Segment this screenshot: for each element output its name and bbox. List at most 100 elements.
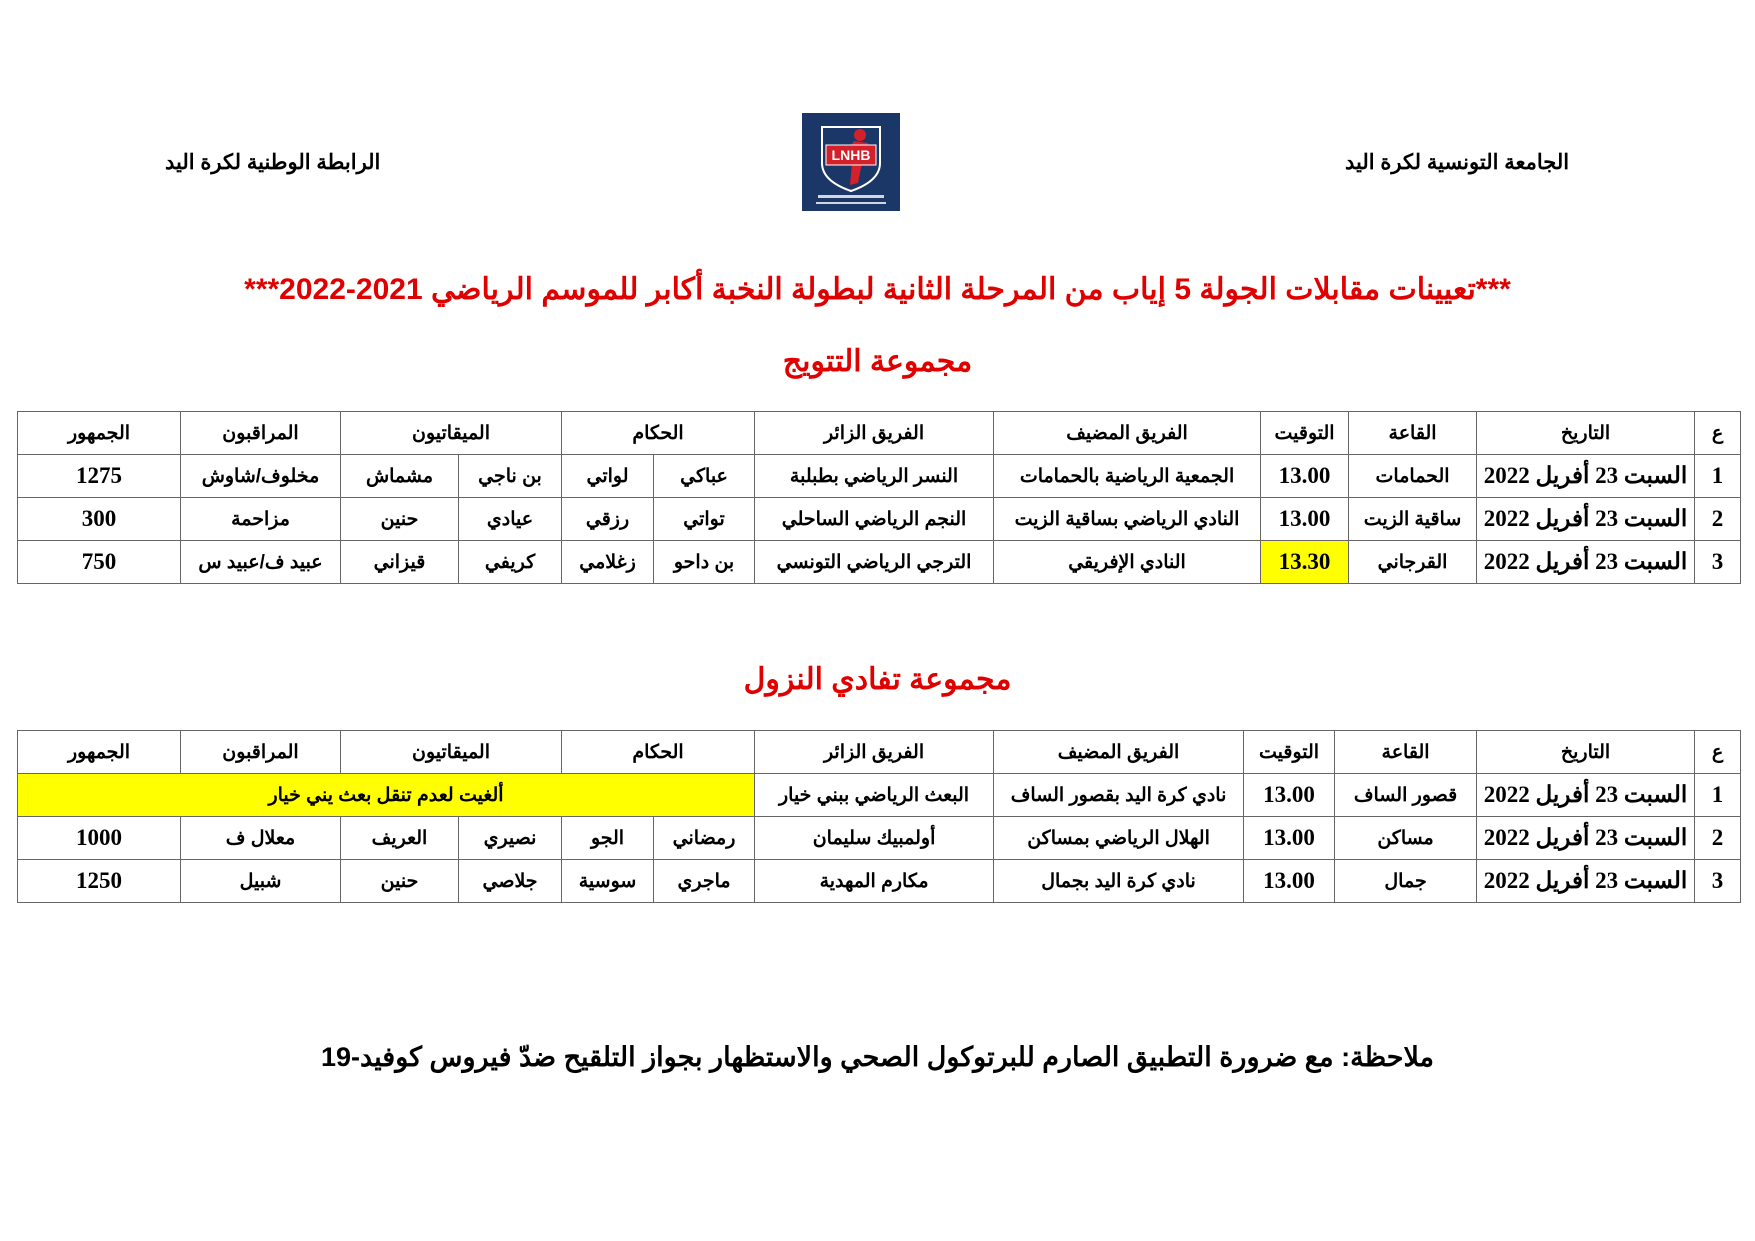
cell-hall: ساقية الزيت [1348, 497, 1478, 541]
cell-observers: مخلوف/شاوش [180, 454, 341, 498]
cell-tk1: كريفي [458, 540, 563, 584]
col-time: التوقيت [1243, 730, 1336, 774]
col-timekeepers: الميقاتيون [339, 411, 563, 455]
cell-tk2: مشماش [339, 454, 460, 498]
col-time: التوقيت [1260, 411, 1350, 455]
lnhb-logo: LNHB [802, 113, 900, 211]
cell-tk1: جلاصي [458, 859, 563, 903]
cell-n: 2 [1694, 497, 1742, 541]
cell-public: 750 [17, 540, 181, 584]
cell-ref1: بن داحو [653, 540, 756, 584]
group-title-1: مجموعة التتويج [782, 345, 973, 378]
table-row: 3 السبت 23 أفريل 2022 جمال 13.00 نادي كرة ال… [17, 859, 1742, 903]
cell-host: النادي الرياضي بساقية الزيت [993, 497, 1262, 541]
cell-n: 3 [1694, 540, 1742, 584]
table-row: 3 السبت 23 أفريل 2022 القرجاني 13.30 النادي … [17, 540, 1742, 584]
col-public: الجمهور [17, 730, 181, 774]
cell-date: السبت 23 أفريل 2022 [1476, 540, 1696, 584]
group-title-2: مجموعة تفادي النزول [743, 663, 1012, 696]
col-observers: المراقبون [180, 411, 341, 455]
col-n: ع [1694, 411, 1742, 455]
cell-tk2: العريف [339, 816, 460, 860]
note: ملاحظة: مع ضرورة التطبيق الصارم للبرتوكو… [320, 1042, 1435, 1072]
cell-time: 13.00 [1243, 773, 1336, 817]
table-row: 1 السبت 23 أفريل 2022 الحمامات 13.00 الجمعية… [17, 454, 1742, 498]
cell-visitor: النسر الرياضي بطبلبة [754, 454, 995, 498]
cell-public: 1250 [17, 859, 181, 903]
schedule-table-1: ع التاريخ القاعة التوقيت الفريق المضيف ا… [17, 411, 1742, 584]
cell-hall: جمال [1334, 859, 1478, 903]
cell-date: السبت 23 أفريل 2022 [1476, 497, 1696, 541]
col-host: الفريق المضيف [993, 730, 1245, 774]
table-row: 2 السبت 23 أفريل 2022 ساقية الزيت 13.00 النا… [17, 497, 1742, 541]
cell-observers: عبيد ف/عبيد س [180, 540, 341, 584]
col-n: ع [1694, 730, 1742, 774]
col-hall: القاعة [1348, 411, 1478, 455]
cell-ref2: رزقي [561, 497, 655, 541]
col-timekeepers: الميقاتيون [339, 730, 563, 774]
col-referees: الحكام [561, 411, 756, 455]
cell-hall: قصور الساف [1334, 773, 1478, 817]
cell-host: الهلال الرياضي بمساكن [993, 816, 1245, 860]
cell-time: 13.00 [1260, 454, 1350, 498]
cell-date: السبت 23 أفريل 2022 [1476, 454, 1696, 498]
col-date: التاريخ [1476, 730, 1696, 774]
cell-n: 1 [1694, 454, 1742, 498]
cell-time: 13.00 [1260, 497, 1350, 541]
cell-tk1: نصيري [458, 816, 563, 860]
cell-tk2: قيزاني [339, 540, 460, 584]
col-host: الفريق المضيف [993, 411, 1262, 455]
col-observers: المراقبون [180, 730, 341, 774]
cell-time: 13.00 [1243, 816, 1336, 860]
col-visitor: الفريق الزائر [754, 411, 995, 455]
cell-tk2: حنين [339, 497, 460, 541]
table-row: 2 السبت 23 أفريل 2022 مساكن 13.00 الهلال الر… [17, 816, 1742, 860]
cell-host: النادي الإفريقي [993, 540, 1262, 584]
cell-ref2: سوسية [561, 859, 655, 903]
cell-n: 3 [1694, 859, 1742, 903]
cell-visitor: أولمبيك سليمان [754, 816, 995, 860]
cell-ref1: ماجري [653, 859, 756, 903]
cell-public: 300 [17, 497, 181, 541]
cell-visitor: مكارم المهدية [754, 859, 995, 903]
cell-public: 1000 [17, 816, 181, 860]
svg-text:LNHB: LNHB [832, 147, 871, 163]
cell-public: 1275 [17, 454, 181, 498]
col-referees: الحكام [561, 730, 756, 774]
cell-tk1: بن ناجي [458, 454, 563, 498]
cell-n: 1 [1694, 773, 1742, 817]
cell-hall: الحمامات [1348, 454, 1478, 498]
cell-n: 2 [1694, 816, 1742, 860]
cell-ref2: زغلامي [561, 540, 655, 584]
cell-date: السبت 23 أفريل 2022 [1476, 816, 1696, 860]
cell-ref1: رمضاني [653, 816, 756, 860]
schedule-table-2: ع التاريخ القاعة التوقيت الفريق المضيف ا… [16, 730, 1742, 903]
cell-hall: القرجاني [1348, 540, 1478, 584]
federation-name: الجامعة التونسية لكرة اليد [1345, 151, 1570, 174]
col-date: التاريخ [1476, 411, 1696, 455]
cell-host: نادي كرة اليد بقصور الساف [993, 773, 1245, 817]
col-visitor: الفريق الزائر [754, 730, 995, 774]
col-hall: القاعة [1334, 730, 1478, 774]
cell-host: نادي كرة اليد بجمال [993, 859, 1245, 903]
cell-observers: شبيل [180, 859, 341, 903]
cell-host: الجمعية الرياضية بالحمامات [993, 454, 1262, 498]
cell-visitor: البعث الرياضي ببني خيار [754, 773, 995, 817]
table-row: 1 السبت 23 أفريل 2022 قصور الساف 13.00 نادي … [16, 773, 1742, 817]
table-header: ع التاريخ القاعة التوقيت الفريق المضيف ا… [17, 411, 1742, 455]
cell-visitor: النجم الرياضي الساحلي [754, 497, 995, 541]
cell-date: السبت 23 أفريل 2022 [1476, 859, 1696, 903]
document-title: ***تعيينات مقابلات الجولة 5 إياب من المر… [244, 273, 1511, 306]
cell-ref2: الجو [561, 816, 655, 860]
cell-visitor: الترجي الرياضي التونسي [754, 540, 995, 584]
cell-ref1: عباكي [653, 454, 756, 498]
cell-hall: مساكن [1334, 816, 1478, 860]
cell-ref2: لواتي [561, 454, 655, 498]
table-header: ع التاريخ القاعة التوقيت الفريق المضيف ا… [17, 730, 1742, 774]
cell-time: 13.00 [1243, 859, 1336, 903]
league-name: الرابطة الوطنية لكرة اليد [165, 151, 381, 174]
cancelled-note: ألغيت لعدم تنقل بعث يني خيار [16, 773, 756, 817]
cell-date: السبت 23 أفريل 2022 [1476, 773, 1696, 817]
cell-observers: معلال ف [180, 816, 341, 860]
cell-ref1: تواتي [653, 497, 756, 541]
